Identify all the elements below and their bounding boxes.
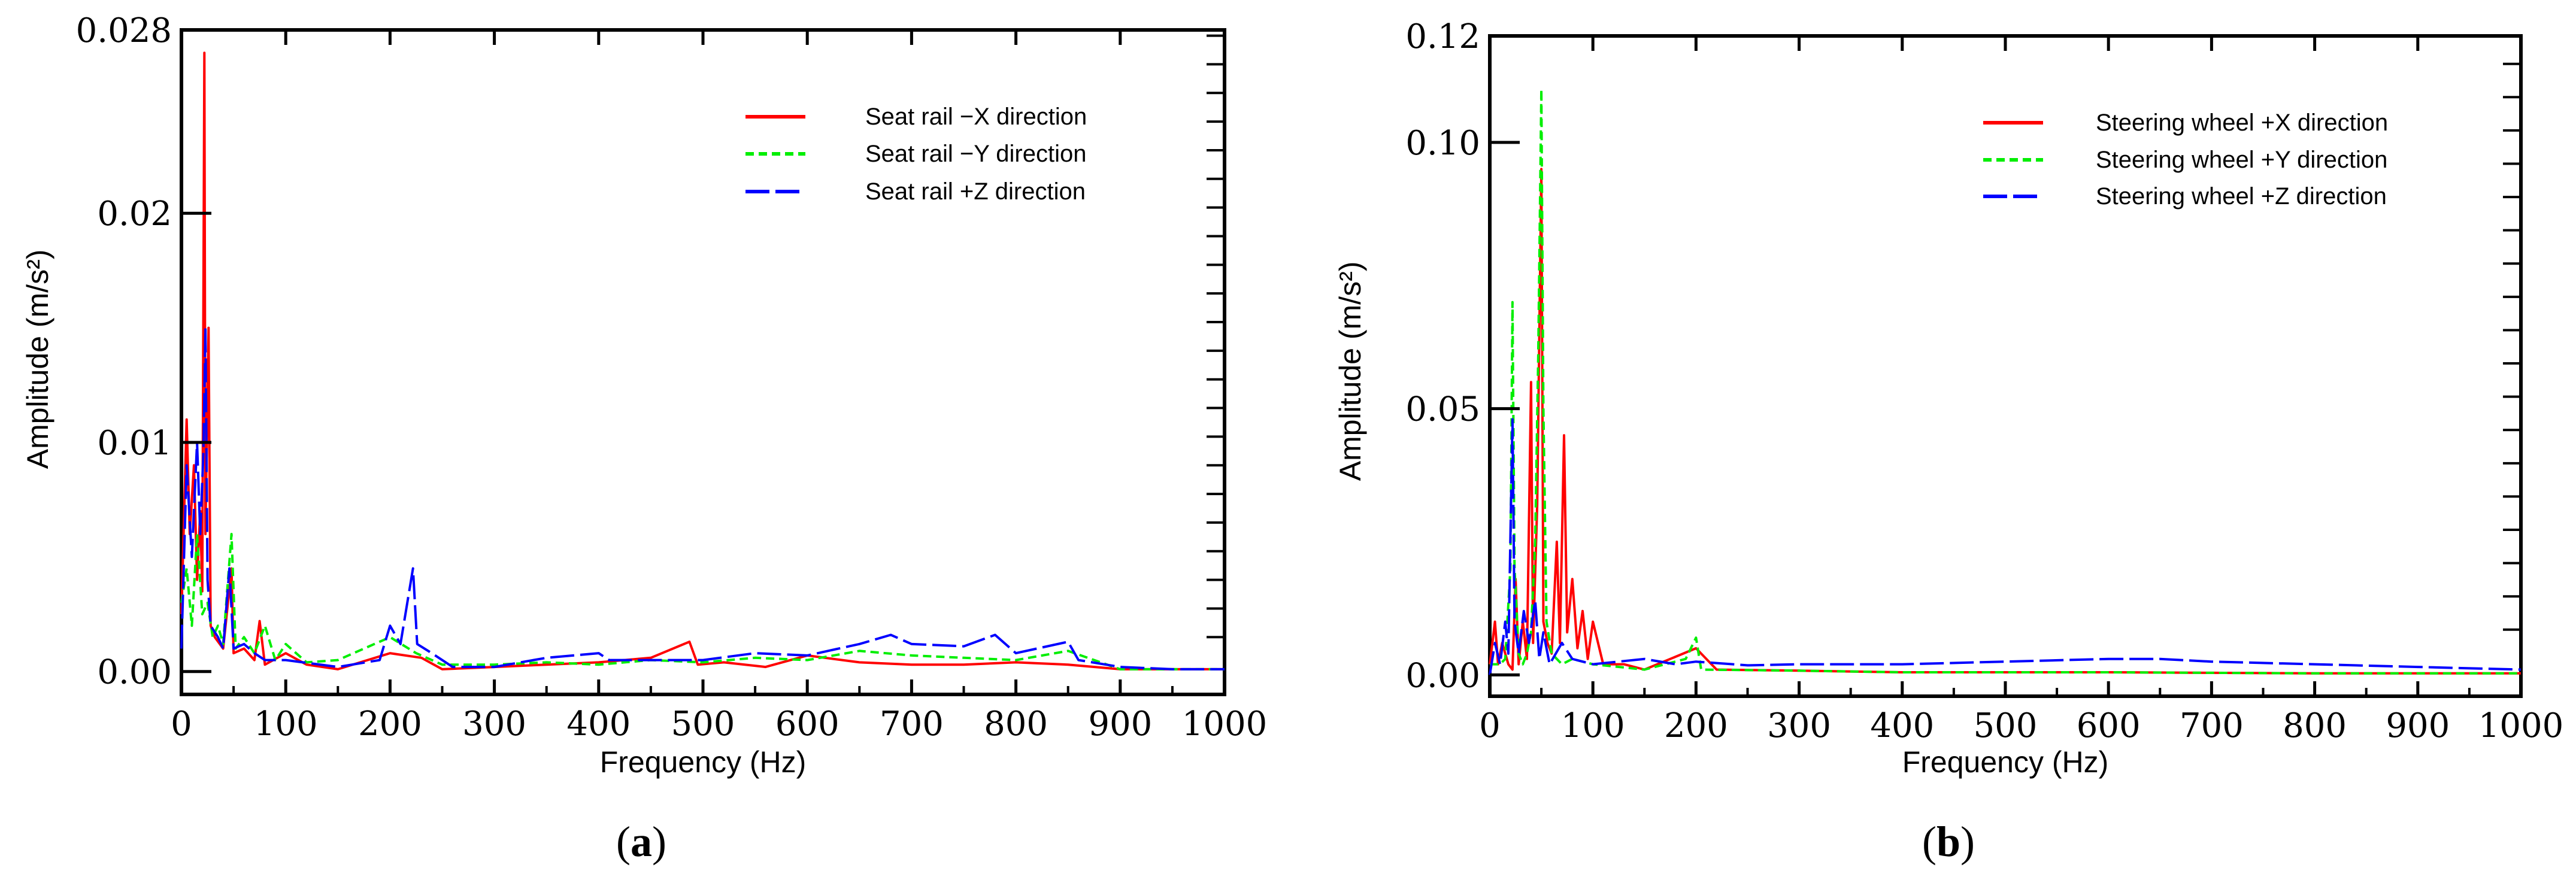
chart-panel-b: 0 100 200 300 400 500 600 700 800 900 1000 0.00 0.05…: [1334, 17, 2563, 866]
x-tick-label-a: 100: [254, 705, 318, 744]
y-tick-label-b: 0.05: [1405, 390, 1480, 429]
series-line-a-x: [180, 51, 1225, 670]
series-line-a-y: [180, 533, 1225, 670]
series-line-b-x: [1489, 168, 2521, 675]
y-axis-label-b: Amplitude (m/s²): [1334, 262, 1367, 481]
y-tick-label-a: 0.02: [97, 195, 172, 233]
legend-entry-a-y: Seat rail −Y direction: [865, 141, 1086, 167]
x-tick-label-a: 900: [1088, 705, 1152, 744]
x-tick-label-b: 100: [1561, 706, 1625, 745]
y-tick-label-b: 0.00: [1405, 656, 1480, 695]
x-tick-label-a: 500: [671, 705, 735, 744]
x-tick-label-b: 200: [1664, 706, 1728, 745]
x-tick-label-a: 300: [462, 705, 526, 744]
legend-entry-b-z: Steering wheel +Z direction: [2096, 183, 2387, 210]
y-tick-label-b: 0.12: [1405, 17, 1480, 56]
x-tick-label-b: 400: [1870, 706, 1934, 745]
x-tick-label-b: 500: [1974, 706, 2038, 745]
y-axis-label-a: Amplitude (m/s²): [21, 250, 54, 469]
legend-entry-a-z: Seat rail +Z direction: [865, 178, 1086, 205]
x-tick-label-b: 900: [2386, 706, 2450, 745]
x-tick-label-b: 600: [2077, 706, 2141, 745]
y-tick-label-a: 0.01: [97, 424, 172, 463]
x-tick-label-b: 700: [2180, 706, 2244, 745]
x-axis-label-b: Frequency (Hz): [1902, 745, 2109, 779]
series-line-b-y: [1490, 88, 2521, 675]
y-tick-label-a: 0.028: [76, 11, 172, 50]
legend-entry-a-x: Seat rail −X direction: [865, 104, 1087, 130]
series-group-b: [1489, 88, 2522, 675]
chart-panel-a: 0 100 200 300 400 500 600 700 800 900 1000 0.00 0.01…: [21, 11, 1267, 866]
x-tick-label-a: 400: [566, 705, 631, 744]
y-tick-label-a: 0.00: [97, 653, 172, 692]
x-tick-label-a: 600: [775, 705, 840, 744]
x-tick-label-b: 1000: [2478, 706, 2564, 745]
legend-a: Seat rail −X direction Seat rail −Y dire…: [745, 104, 1087, 205]
legend-b: Steering wheel +X direction Steering whe…: [1983, 110, 2388, 210]
series-group-a: [180, 51, 1225, 670]
y-tick-label-b: 0.10: [1405, 124, 1480, 163]
series-line-a-z: [180, 326, 1225, 670]
legend-entry-b-y: Steering wheel +Y direction: [2096, 147, 2387, 173]
ticks-group-b: 0 100 200 300 400 500 600 700 800 900 1000 0.00 0.05…: [1405, 17, 2563, 745]
x-tick-label-b: 300: [1767, 706, 1831, 745]
series-line-b-z: [1489, 418, 2522, 675]
x-axis-label-a: Frequency (Hz): [600, 745, 807, 779]
x-tick-label-a: 800: [984, 705, 1048, 744]
x-tick-label-b: 0: [1479, 706, 1501, 745]
panel-label-a: (a): [616, 818, 666, 866]
x-tick-label-a: 0: [171, 705, 192, 744]
x-tick-label-a: 200: [358, 705, 422, 744]
x-tick-label-b: 800: [2283, 706, 2347, 745]
x-tick-label-a: 1000: [1182, 705, 1268, 744]
panel-label-b: (b): [1922, 818, 1975, 866]
x-tick-label-a: 700: [880, 705, 944, 744]
legend-entry-b-x: Steering wheel +X direction: [2096, 110, 2388, 136]
ticks-group-a: 0 100 200 300 400 500 600 700 800 900 1000 0.00 0.01…: [76, 11, 1268, 744]
